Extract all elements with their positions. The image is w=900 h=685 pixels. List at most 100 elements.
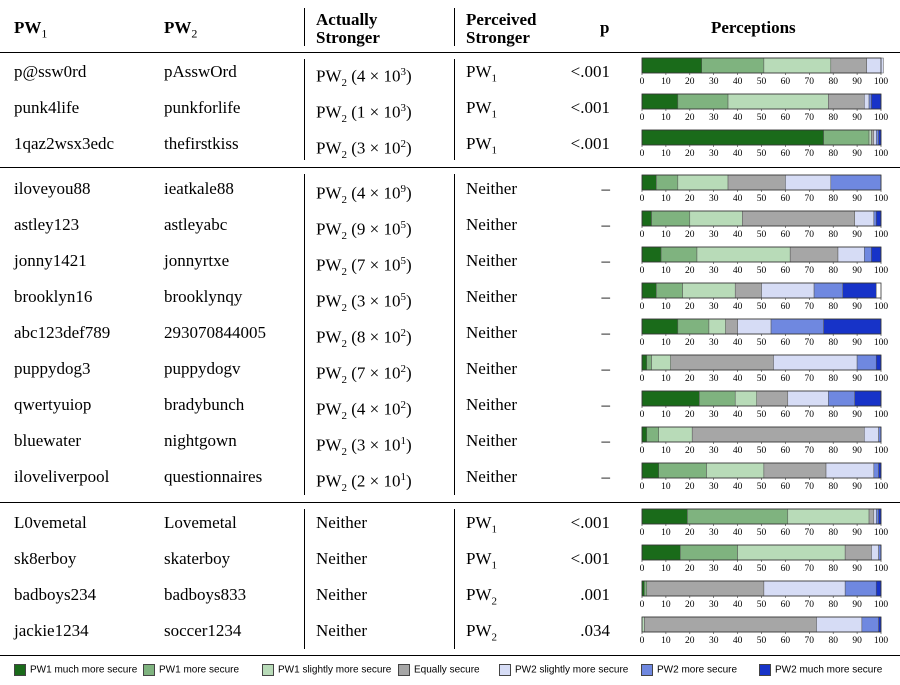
actual-close: ) [406,102,412,122]
legend-label: PW1 slightly more secure [278,664,392,676]
tick-label: 80 [828,266,838,276]
tick-label: 50 [757,302,767,312]
tick-label: 100 [874,528,889,538]
tick-label: 90 [852,230,862,240]
bar-segment [763,462,827,479]
bar-segment [864,426,879,443]
perceived-sub-wrap: 1 [492,523,498,535]
pw2-text: badboys833 [164,585,247,604]
tick-label: 40 [733,338,743,348]
perceived-stronger-cell: Neither [466,251,517,271]
tick-label: 50 [757,266,767,276]
actual-close: ) [406,435,412,455]
actual-sub: 2 [341,446,348,459]
tick-label: 40 [733,77,743,87]
tick-label: 80 [828,302,838,312]
perceived-stronger-cell: PW2 [466,621,497,647]
tick-label: 10 [661,528,671,538]
tick-label: 50 [757,149,767,159]
actually-stronger-cell: PW2 (1 × 103) [316,98,412,129]
actual-rest: (3 × 10 [347,291,401,311]
separator-right [454,174,455,495]
actual-rest: (2 × 10 [347,471,401,491]
bar-segment [641,390,700,407]
bar-segment [875,354,882,371]
pw1-text: sk8erboy [14,549,77,568]
tick-label: 100 [874,230,889,240]
tick-label: 100 [874,266,889,276]
tick-label: 50 [757,600,767,610]
legend-label: PW1 much more secure [30,664,138,676]
perceived-stronger-cell: Neither [466,431,517,451]
tick-label: 20 [685,230,695,240]
tick-label: 80 [828,564,838,574]
pw2-cell: pAsswOrd [164,62,237,82]
tick-label: 70 [805,564,815,574]
pw1-cell: punk4life [14,98,79,118]
tick-label: 60 [781,302,791,312]
actual-base: PW [316,291,342,311]
tick-label: 0 [640,374,645,384]
perceived-sub: 1 [491,559,498,572]
actual-exp: 1 [400,471,407,483]
actual-exp-wrap: 5 [401,255,407,267]
pw2-cell: puppydogv [164,359,241,379]
perceived-stronger-cell: Neither [466,395,517,415]
bar-segment [679,544,738,561]
tick-label: 100 [874,113,889,123]
bar-segment [861,616,879,633]
tick-label: 0 [640,113,645,123]
perception-bar-chart: 0 10 20 30 40 50 60 70 80 90 100 [640,616,888,646]
actual-exp-wrap: 1 [401,435,407,447]
legend-item: PW2 slightly more secure [499,664,628,678]
tick-label: 80 [828,230,838,240]
p-value-text: <.001 [570,62,610,81]
perception-bar-chart: 0 10 20 30 40 50 60 70 80 90 100 [640,246,889,276]
actual-exp: 1 [400,435,407,447]
p-value-text: – [601,395,611,414]
tick-label: 80 [828,374,838,384]
pw2-cell: Lovemetal [164,513,237,533]
pw2-cell: soccer1234 [164,621,241,641]
p-value-text: <.001 [570,134,610,153]
tick-label: 0 [640,446,645,456]
tick-label: 50 [757,194,767,204]
tick-label: 10 [661,113,671,123]
tick-label: 50 [757,113,767,123]
actual-exp: 2 [400,399,407,411]
perceived-stronger-cell: Neither [466,359,517,379]
actual-base: PW [316,102,342,122]
bar-segment [875,129,879,146]
pw1-cell: sk8erboy [14,549,76,569]
actual-base: PW [316,399,342,419]
actually-stronger-cell: PW2 (7 × 102) [316,359,412,390]
perception-bar-chart: 0 10 20 30 40 50 60 70 80 90 100 [640,426,888,456]
tick-label: 80 [828,482,838,492]
bar-segment [837,246,865,263]
p-value-text: <.001 [570,513,610,532]
bar-segment [644,580,648,597]
pw2-cell: bradybunch [164,395,244,415]
pw2-cell: skaterboy [164,549,230,569]
perception-bar-chart: 0 10 20 30 40 50 60 70 80 90 100 [640,282,888,312]
actual-exp: 5 [400,291,407,303]
bar-segment [691,426,865,443]
tick-label: 100 [874,482,889,492]
actually-stronger-cell: Neither [316,513,367,533]
pw1-cell: p@ssw0rd [14,62,86,82]
perceived-sub: 1 [491,108,498,121]
tick-label: 20 [685,528,695,538]
actually-stronger-cell: Neither [316,621,367,641]
tick-label: 30 [709,564,719,574]
actual-exp: 9 [400,183,407,195]
pw2-cell: thefirstkiss [164,134,239,154]
bar-segment [844,580,877,597]
perception-bar-chart: 0 10 20 30 40 50 60 70 80 90 100 [640,210,889,240]
pw1-text: p@ssw0rd [14,62,87,81]
perceived-sub-wrap: 1 [492,559,498,571]
tick-label: 10 [661,194,671,204]
perception-bar-chart: 0 10 20 30 40 50 60 70 80 90 100 [640,174,888,204]
tick-label: 0 [640,77,645,87]
header-pw1: PW1 [14,19,47,42]
header-pw2: PW2 [164,19,197,42]
